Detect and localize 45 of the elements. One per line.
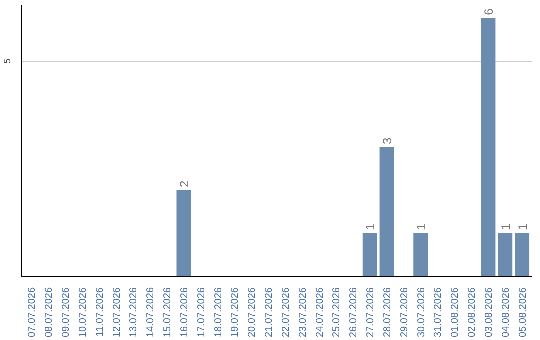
x-tick-label: 23.07.2026: [298, 287, 309, 338]
x-tick-label: 25.07.2026: [332, 287, 343, 338]
data-label: 1: [516, 223, 530, 230]
x-tick-label: 18.07.2026: [213, 287, 224, 338]
x-tick-label: 13.07.2026: [128, 287, 140, 338]
bar: [176, 190, 192, 276]
x-tick-label: 05.08.2026: [518, 287, 529, 338]
bar: [380, 147, 394, 276]
x-tick-label: 14.07.2026: [146, 287, 157, 338]
data-label: 2: [177, 180, 192, 188]
data-label: 1: [498, 223, 513, 230]
x-tick-label: 08.07.2026: [44, 287, 56, 338]
x-tick-label: 22.07.2026: [280, 287, 292, 338]
x-tick-label: 28.07.2026: [382, 287, 394, 338]
x-tick-label: 17.07.2026: [196, 287, 208, 338]
x-tick-label: 31.07.2026: [433, 287, 444, 338]
x-tick-label: 02.08.2026: [467, 287, 478, 338]
x-tick-label: 10.07.2026: [78, 287, 89, 338]
x-tick-label: 26.07.2026: [348, 287, 360, 338]
bar: [362, 233, 378, 276]
data-label: 1: [364, 223, 378, 230]
bar: [414, 233, 428, 276]
x-tick-label: 20.07.2026: [247, 287, 258, 338]
x-tick-label: 01.08.2026: [450, 287, 462, 338]
x-tick-label: 30.07.2026: [416, 287, 428, 338]
x-tick-label: 27.07.2026: [366, 287, 377, 338]
x-tick-label: 21.07.2026: [264, 287, 276, 338]
x-tick-label: 03.08.2026: [484, 287, 496, 338]
x-tick-label: 16.07.2026: [179, 287, 190, 338]
x-tick-label: 15.07.2026: [162, 287, 174, 338]
data-label: 1: [414, 223, 428, 230]
bar: [515, 233, 530, 276]
x-tick-label: 24.07.2026: [314, 287, 326, 338]
x-tick-label: 29.07.2026: [399, 287, 410, 338]
x-tick-label: 12.07.2026: [112, 287, 123, 338]
bar: [481, 18, 496, 276]
x-tick-label: 09.07.2026: [60, 287, 72, 338]
x-tick-label: 04.08.2026: [500, 287, 512, 338]
x-tick-label: 11.07.2026: [94, 287, 106, 337]
y-tick-label: 5: [2, 58, 12, 64]
bar: [498, 233, 513, 276]
data-label: 6: [482, 8, 496, 16]
data-label: 3: [380, 137, 394, 144]
x-tick-label: 07.07.2026: [27, 287, 38, 338]
x-tick-label: 19.07.2026: [230, 287, 242, 338]
